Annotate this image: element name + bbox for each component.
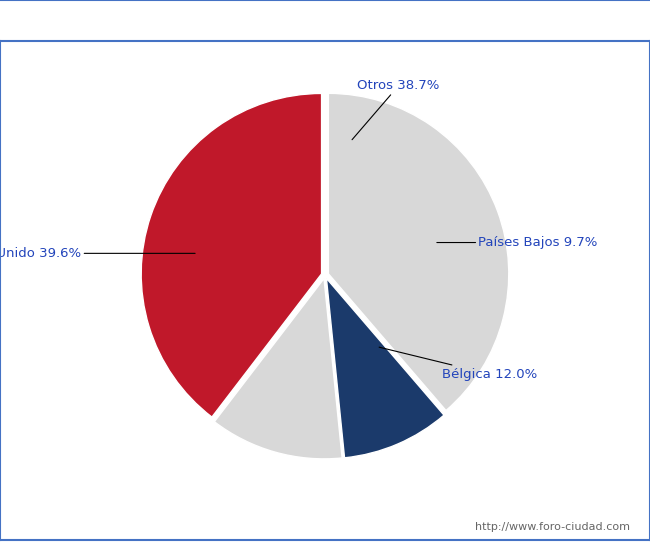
Wedge shape [141,94,322,417]
Wedge shape [326,278,444,458]
Text: Bélgica 12.0%: Bélgica 12.0% [379,347,538,381]
Text: Orxeta - Turistas extranjeros según país - Abril de 2024: Orxeta - Turistas extranjeros según país… [86,13,564,29]
Wedge shape [214,278,342,459]
Text: http://www.foro-ciudad.com: http://www.foro-ciudad.com [476,522,630,532]
Text: Otros 38.7%: Otros 38.7% [352,79,440,140]
Text: Reino Unido 39.6%: Reino Unido 39.6% [0,247,195,260]
Wedge shape [328,94,509,410]
Text: Países Bajos 9.7%: Países Bajos 9.7% [437,236,598,249]
